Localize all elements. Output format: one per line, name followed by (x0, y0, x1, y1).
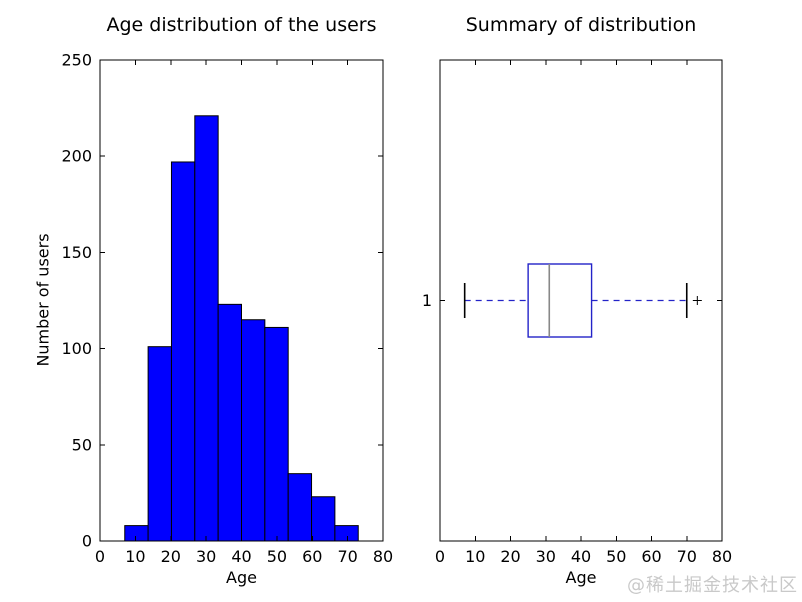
axes-frame (439, 59, 723, 542)
left-plot-y-axis-label: Number of users (33, 233, 53, 367)
histogram-bar (147, 346, 172, 542)
x-tick-label: 60 (302, 547, 322, 566)
x-tick-label: 50 (267, 547, 287, 566)
x-tick-label: 70 (677, 547, 697, 566)
y-tick-label: 50 (72, 435, 92, 454)
watermark-text: @稀土掘金技术社区 (627, 575, 798, 596)
y-tick-label: 150 (61, 243, 92, 262)
x-tick-label: 80 (712, 547, 732, 566)
histogram-bar (170, 161, 196, 542)
histogram-bar (241, 319, 266, 542)
histogram-bar (287, 473, 313, 542)
x-tick-label: 10 (465, 547, 485, 566)
y-tick-label: 200 (61, 147, 92, 166)
left-plot-title: Age distribution of the users (106, 14, 377, 36)
y-tick-label: 0 (82, 532, 92, 551)
y-tick-label: 1 (422, 291, 432, 310)
x-tick-label: 40 (571, 547, 591, 566)
x-tick-label: 0 (435, 547, 445, 566)
histogram-bar (124, 525, 149, 542)
boxplot-box (527, 263, 593, 338)
y-tick-label: 250 (61, 51, 92, 70)
histogram-bar (311, 496, 336, 542)
axes-frame (99, 59, 384, 542)
histogram-bar (194, 115, 219, 542)
x-tick-label: 30 (536, 547, 556, 566)
histogram-bar (334, 525, 359, 542)
x-tick-label: 50 (606, 547, 626, 566)
x-tick-label: 40 (231, 547, 251, 566)
x-tick-label: 10 (125, 547, 145, 566)
histogram-bar (264, 326, 289, 542)
x-tick-label: 30 (196, 547, 216, 566)
right-plot-title: Summary of distribution (465, 14, 697, 36)
histogram-bar (217, 303, 242, 542)
x-tick-label: 20 (161, 547, 181, 566)
x-tick-label: 20 (500, 547, 520, 566)
x-tick-label: 80 (373, 547, 393, 566)
x-tick-label: 70 (337, 547, 357, 566)
y-tick-label: 100 (61, 339, 92, 358)
x-tick-label: 0 (95, 547, 105, 566)
left-plot-x-axis-label: Age (226, 568, 257, 587)
right-plot-x-axis-label: Age (565, 568, 597, 587)
x-tick-label: 60 (641, 547, 661, 566)
